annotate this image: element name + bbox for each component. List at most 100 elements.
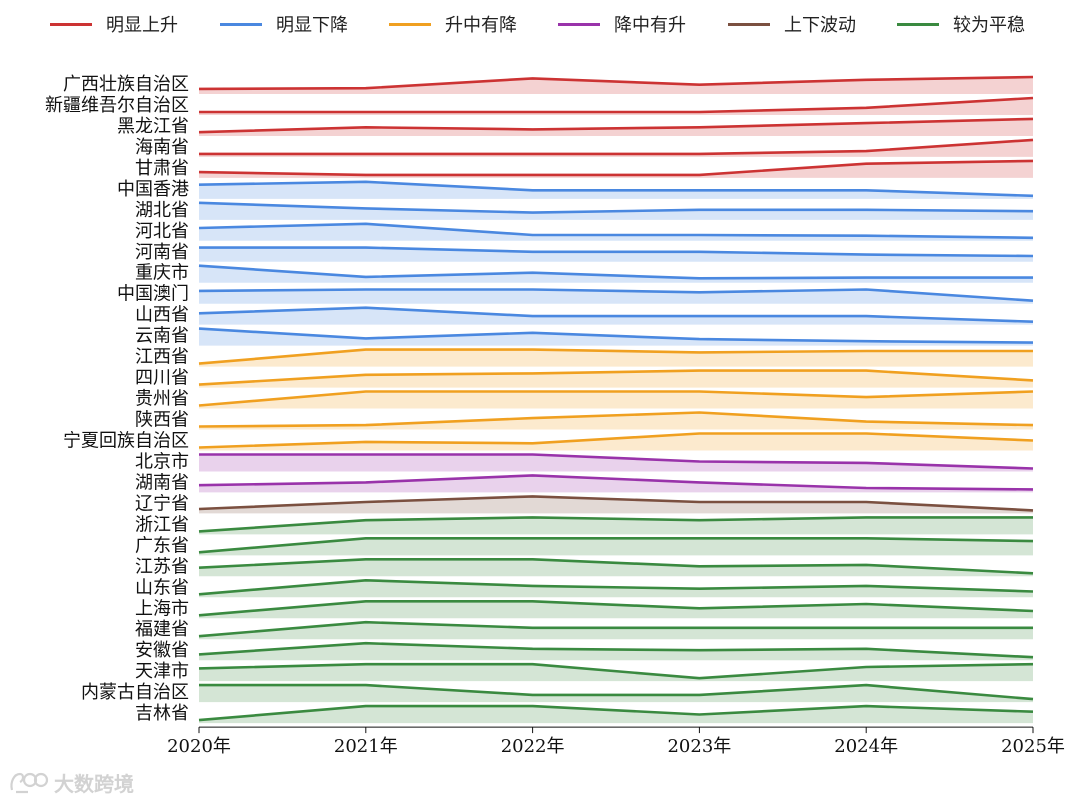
- series-row-16: 陕西省: [135, 410, 1034, 431]
- legend-item-rise-then-fall[interactable]: 升中有降: [389, 12, 517, 36]
- series-line[interactable]: [198, 662, 1034, 680]
- series-line[interactable]: [198, 264, 1033, 280]
- series-line[interactable]: [198, 369, 1034, 386]
- series-row-15: 贵州省: [135, 389, 1034, 410]
- legend-swatch-fluctuating: [728, 22, 770, 26]
- series-row-29: 内蒙古自治区: [81, 682, 1034, 703]
- x-tick-label: 2023年: [667, 736, 731, 757]
- series-label: 陕西省: [135, 410, 189, 431]
- legend-item-fall-then-rise[interactable]: 降中有升: [558, 12, 686, 36]
- series-area: [199, 475, 1033, 493]
- series-line[interactable]: [198, 348, 1033, 365]
- series-label: 安徽省: [135, 640, 189, 661]
- series-line[interactable]: [198, 327, 1034, 344]
- series-line[interactable]: [198, 620, 1033, 638]
- series-area: [199, 706, 1033, 724]
- legend-label-fluctuating: 上下波动: [784, 15, 856, 36]
- legend-item-falling[interactable]: 明显下降: [220, 12, 348, 36]
- series-line[interactable]: [198, 432, 1034, 449]
- series-line[interactable]: [198, 411, 1034, 428]
- series-row-5: 中国香港: [117, 179, 1034, 200]
- series-label: 重庆市: [135, 263, 189, 284]
- series-area: [199, 247, 1033, 262]
- series-label: 云南省: [135, 326, 189, 347]
- series-line[interactable]: [198, 75, 1034, 91]
- series-row-22: 广东省: [135, 535, 1034, 556]
- series-label: 甘肃省: [135, 158, 189, 179]
- series-row-7: 河北省: [135, 221, 1034, 242]
- series-row-27: 安徽省: [135, 640, 1034, 661]
- series-area: [199, 412, 1033, 430]
- legend-item-rising[interactable]: 明显上升: [50, 12, 178, 36]
- x-tick-label: 2020年: [167, 736, 231, 757]
- series-line[interactable]: [199, 138, 1034, 156]
- series-line[interactable]: [198, 641, 1034, 659]
- series-label: 河南省: [135, 242, 189, 263]
- series-line[interactable]: [198, 474, 1034, 491]
- series-line[interactable]: [198, 222, 1034, 240]
- legend-label-stable: 较为平稳: [953, 15, 1025, 36]
- series-row-4: 甘肃省: [135, 158, 1034, 179]
- series-area: [199, 517, 1033, 535]
- series-line[interactable]: [198, 159, 1034, 177]
- series-row-28: 天津市: [135, 661, 1034, 682]
- series-line[interactable]: [198, 117, 1034, 134]
- series-line[interactable]: [198, 288, 1034, 302]
- watermark-logo-icon: [10, 772, 49, 794]
- series-line[interactable]: [198, 579, 1034, 596]
- series-area: [199, 349, 1033, 367]
- series-line[interactable]: [198, 600, 1034, 617]
- series-line[interactable]: [198, 390, 1034, 407]
- series-area: [199, 98, 1033, 115]
- series-row-21: 浙江省: [135, 514, 1033, 535]
- series-line[interactable]: [198, 537, 1034, 554]
- series-label: 贵州省: [135, 389, 189, 410]
- legend-swatch-stable: [897, 22, 939, 26]
- series-label: 广东省: [135, 535, 189, 556]
- series-label: 湖南省: [135, 472, 189, 493]
- series-area: [199, 664, 1033, 682]
- x-axis: 2020年 2021年 2022年 2023年 2024年 2025年: [167, 726, 1065, 757]
- legend-label-rising: 明显上升: [106, 15, 178, 36]
- legend-label-fall-then-rise: 降中有升: [614, 15, 686, 36]
- series-row-8: 河南省: [135, 242, 1034, 263]
- series-area: [199, 454, 1033, 472]
- series-line[interactable]: [198, 180, 1034, 198]
- legend-swatch-fall-then-rise: [558, 22, 600, 26]
- legend: 明显上升 明显下降 升中有降 降中有升 上下波动 较为平稳: [0, 0, 1080, 50]
- series-line[interactable]: [199, 246, 1034, 258]
- series-row-20: 辽宁省: [135, 493, 1034, 514]
- series-line[interactable]: [198, 558, 1034, 575]
- series-area: [199, 538, 1033, 556]
- series-label: 江西省: [135, 347, 189, 368]
- series-label: 浙江省: [135, 514, 189, 535]
- series-line[interactable]: [198, 516, 1033, 533]
- series-line[interactable]: [198, 704, 1034, 722]
- series-row-11: 山西省: [135, 305, 1034, 326]
- series-line[interactable]: [198, 201, 1034, 214]
- series-line[interactable]: [198, 306, 1034, 323]
- series-label: 宁夏回族自治区: [63, 430, 189, 451]
- series-label: 新疆维吾尔自治区: [45, 95, 189, 116]
- series-label: 广西壮族自治区: [63, 74, 189, 95]
- series-label: 辽宁省: [135, 493, 189, 514]
- legend-item-fluctuating[interactable]: 上下波动: [728, 12, 856, 36]
- series-row-25: 上海市: [135, 598, 1034, 619]
- series-label: 四川省: [135, 368, 189, 389]
- legend-item-stable[interactable]: 较为平稳: [897, 12, 1025, 36]
- legend-label-rise-then-fall: 升中有降: [445, 15, 517, 36]
- series-area: [199, 433, 1033, 451]
- series-row-30: 吉林省: [135, 703, 1034, 724]
- x-tick-label: 2021年: [334, 736, 398, 757]
- series-line[interactable]: [198, 495, 1034, 512]
- series-label: 内蒙古自治区: [81, 682, 189, 703]
- series-line[interactable]: [199, 96, 1034, 114]
- series-row-3: 海南省: [135, 137, 1034, 158]
- series-area: [199, 289, 1033, 304]
- series-row-6: 湖北省: [135, 200, 1034, 221]
- series-line[interactable]: [199, 683, 1034, 701]
- series-rows: 广西壮族自治区新疆维吾尔自治区黑龙江省海南省甘肃省中国香港湖北省河北省河南省重庆…: [45, 74, 1034, 724]
- x-tick-label: 2022年: [501, 736, 565, 757]
- series-line[interactable]: [199, 453, 1034, 470]
